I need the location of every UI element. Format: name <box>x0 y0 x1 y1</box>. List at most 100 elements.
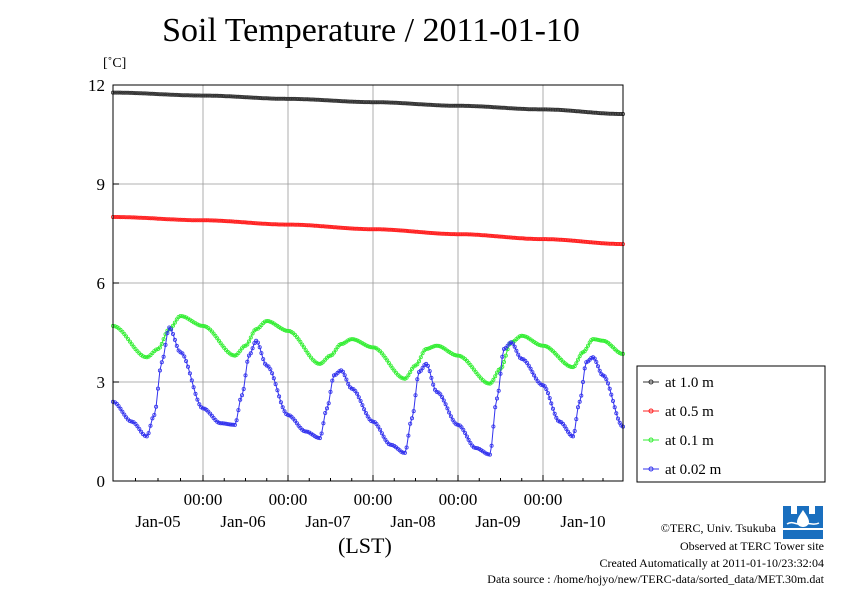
data-point <box>401 376 406 381</box>
data-point <box>154 216 159 221</box>
data-point <box>161 92 166 97</box>
data-point <box>370 419 375 424</box>
x-tick-time-label: 00:00 <box>354 490 393 509</box>
data-point <box>120 90 125 95</box>
data-point <box>386 227 391 232</box>
data-point <box>314 223 319 228</box>
data-point <box>393 100 398 105</box>
data-point <box>516 352 521 357</box>
data-point <box>415 362 420 367</box>
data-point <box>331 225 336 230</box>
data-point <box>187 218 192 223</box>
data-point <box>116 404 121 409</box>
data-point <box>454 353 459 358</box>
data-point <box>353 388 358 393</box>
data-point <box>525 360 530 365</box>
data-point <box>195 322 200 327</box>
data-point <box>614 411 619 416</box>
data-point <box>321 98 326 103</box>
data-point <box>537 342 542 347</box>
data-point <box>172 92 177 97</box>
data-point <box>169 92 174 97</box>
data-point <box>140 354 145 359</box>
x-date-label: Jan-05 <box>135 512 180 531</box>
series-at-1-0-m <box>111 90 626 117</box>
data-point <box>142 354 147 359</box>
data-point <box>174 217 179 222</box>
data-point <box>211 218 216 223</box>
data-point <box>131 91 136 96</box>
data-point <box>386 360 391 365</box>
data-point <box>388 100 393 105</box>
data-point <box>250 331 255 336</box>
x-date-label: Jan-06 <box>220 512 265 531</box>
data-point <box>236 408 241 413</box>
data-point <box>180 93 185 98</box>
data-point <box>195 397 200 402</box>
data-point <box>199 218 204 223</box>
data-point <box>519 356 524 361</box>
data-point <box>429 102 434 107</box>
data-point <box>427 369 432 374</box>
data-point <box>441 103 446 108</box>
data-point <box>284 328 289 333</box>
data-point <box>509 106 514 111</box>
data-point <box>431 382 436 387</box>
data-point <box>473 104 478 109</box>
data-point <box>157 216 162 221</box>
data-point <box>413 393 418 398</box>
data-point <box>122 215 127 220</box>
data-point <box>169 217 174 222</box>
data-point <box>514 235 519 240</box>
data-point <box>266 364 271 369</box>
data-point <box>418 368 423 373</box>
data-point <box>572 428 577 433</box>
x-date-label: Jan-08 <box>390 512 435 531</box>
data-point <box>404 445 409 450</box>
data-point <box>133 91 138 96</box>
data-point <box>172 337 177 342</box>
data-point <box>193 218 198 223</box>
data-point <box>420 351 425 356</box>
data-point <box>514 348 519 353</box>
data-point <box>174 343 179 348</box>
data-point <box>611 398 616 403</box>
data-point <box>509 235 514 240</box>
data-point <box>296 222 301 227</box>
data-point <box>344 226 349 231</box>
data-point <box>157 92 162 97</box>
data-point <box>178 313 183 318</box>
data-point <box>241 95 246 100</box>
data-point <box>416 102 421 107</box>
data-point <box>161 354 166 359</box>
legend-label: at 1.0 m <box>665 375 714 391</box>
series-at-0-1-m <box>111 313 626 386</box>
data-point <box>248 351 253 356</box>
y-tick-label: 9 <box>97 175 106 194</box>
data-point <box>298 339 303 344</box>
data-point <box>308 97 313 102</box>
data-point <box>452 352 457 357</box>
data-point <box>116 214 121 219</box>
data-point <box>241 344 246 349</box>
data-point <box>246 220 251 225</box>
data-point <box>133 215 138 220</box>
data-point <box>259 351 264 356</box>
legend: at 1.0 m at 0.5 m at 0.1 m at 0.02 m <box>636 365 826 483</box>
data-point <box>489 105 494 110</box>
data-point <box>307 97 312 102</box>
data-point <box>526 236 531 241</box>
data-point <box>363 410 368 415</box>
data-point <box>238 397 243 402</box>
data-point <box>379 431 384 436</box>
data-point <box>448 103 453 108</box>
data-point <box>530 370 535 375</box>
data-point <box>152 216 157 221</box>
data-point <box>447 410 452 415</box>
data-point <box>411 101 416 106</box>
data-point <box>369 345 374 350</box>
data-point <box>301 222 306 227</box>
data-point <box>273 382 278 387</box>
data-point <box>351 337 356 342</box>
